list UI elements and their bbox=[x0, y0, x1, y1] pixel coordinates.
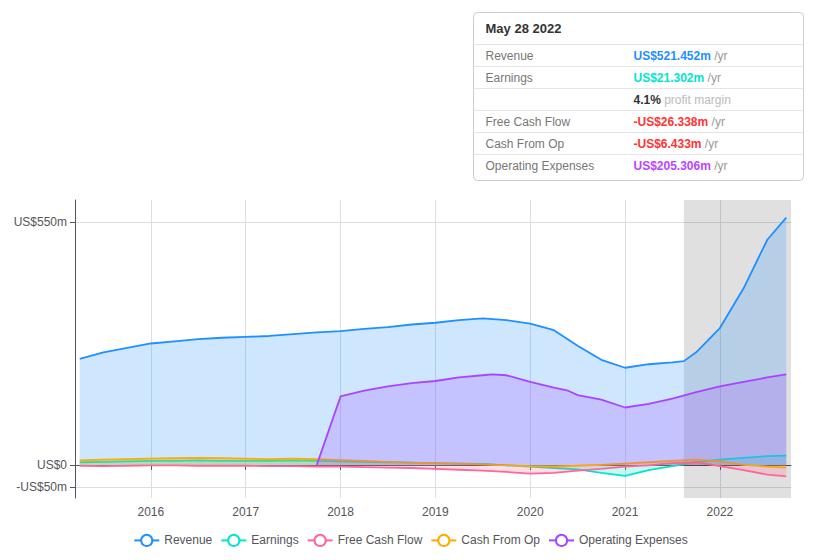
svg-text:US$205.306m: US$205.306m bbox=[634, 159, 711, 173]
svg-text:US$550m: US$550m bbox=[14, 215, 67, 229]
svg-text:/yr: /yr bbox=[714, 159, 727, 173]
svg-text:/yr: /yr bbox=[714, 49, 727, 63]
svg-text:Earnings: Earnings bbox=[251, 533, 298, 547]
svg-text:US$0: US$0 bbox=[37, 458, 67, 472]
svg-text:US$21.302m: US$21.302m bbox=[634, 71, 705, 85]
svg-text:Revenue: Revenue bbox=[486, 49, 534, 63]
svg-text:2018: 2018 bbox=[327, 505, 354, 519]
svg-text:profit margin: profit margin bbox=[664, 93, 731, 107]
svg-text:2020: 2020 bbox=[517, 505, 544, 519]
svg-text:2019: 2019 bbox=[422, 505, 449, 519]
svg-text:-US$26.338m: -US$26.338m bbox=[634, 115, 709, 129]
svg-text:2017: 2017 bbox=[232, 505, 259, 519]
svg-text:/yr: /yr bbox=[712, 115, 725, 129]
svg-text:/yr: /yr bbox=[705, 137, 718, 151]
svg-text:Cash From Op: Cash From Op bbox=[461, 533, 540, 547]
svg-text:2016: 2016 bbox=[138, 505, 165, 519]
svg-text:US$521.452m: US$521.452m bbox=[634, 49, 711, 63]
svg-text:May 28 2022: May 28 2022 bbox=[486, 21, 562, 36]
svg-text:-US$6.433m: -US$6.433m bbox=[634, 137, 702, 151]
svg-text:Cash From Op: Cash From Op bbox=[486, 137, 565, 151]
svg-text:/yr: /yr bbox=[708, 71, 721, 85]
svg-text:Free Cash Flow: Free Cash Flow bbox=[486, 115, 571, 129]
svg-text:Free Cash Flow: Free Cash Flow bbox=[338, 533, 423, 547]
svg-text:Operating Expenses: Operating Expenses bbox=[579, 533, 688, 547]
svg-text:-US$50m: -US$50m bbox=[16, 480, 67, 494]
svg-text:4.1%: 4.1% bbox=[634, 93, 662, 107]
svg-text:Operating Expenses: Operating Expenses bbox=[486, 159, 595, 173]
svg-text:Revenue: Revenue bbox=[164, 533, 212, 547]
svg-text:2021: 2021 bbox=[612, 505, 639, 519]
svg-text:2022: 2022 bbox=[707, 505, 734, 519]
svg-text:Earnings: Earnings bbox=[486, 71, 533, 85]
